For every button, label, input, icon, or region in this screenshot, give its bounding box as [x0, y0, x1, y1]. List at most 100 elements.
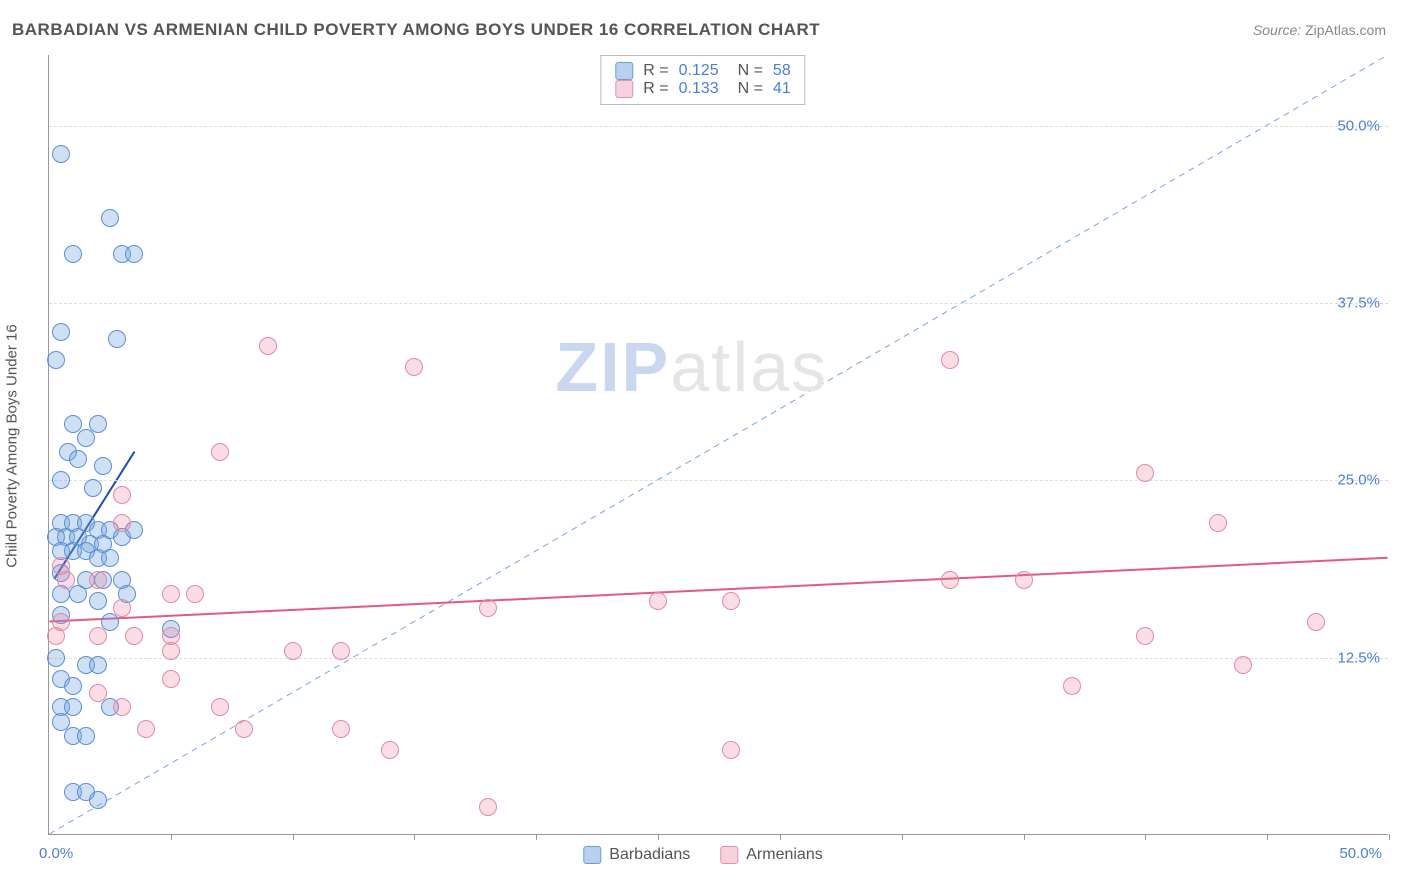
data-point	[101, 549, 119, 567]
legend-swatch	[720, 846, 738, 864]
x-axis-min-label: 0.0%	[39, 845, 73, 862]
x-tick	[536, 834, 537, 840]
x-tick	[414, 834, 415, 840]
y-tick-label: 12.5%	[1337, 649, 1380, 666]
data-point	[1015, 571, 1033, 589]
data-point	[479, 599, 497, 617]
data-point	[47, 351, 65, 369]
data-point	[89, 571, 107, 589]
data-point	[52, 145, 70, 163]
data-point	[259, 337, 277, 355]
trend-line	[49, 558, 1387, 622]
data-point	[89, 592, 107, 610]
source-label: Source:	[1253, 22, 1301, 38]
data-point	[64, 677, 82, 695]
x-tick	[902, 834, 903, 840]
data-point	[89, 791, 107, 809]
data-point	[479, 798, 497, 816]
data-point	[332, 642, 350, 660]
legend-item: Armenians	[720, 846, 822, 864]
watermark-part2: atlas	[670, 328, 828, 406]
legend-row: R = 0.133 N = 41	[615, 80, 790, 98]
data-point	[186, 585, 204, 603]
legend-n-label: N =	[729, 80, 763, 98]
x-tick	[1267, 834, 1268, 840]
correlation-legend: R = 0.125 N = 58 R = 0.133 N = 41	[600, 55, 805, 105]
data-point	[162, 670, 180, 688]
legend-r-label: R =	[643, 62, 668, 80]
data-point	[125, 245, 143, 263]
data-point	[77, 429, 95, 447]
data-point	[101, 613, 119, 631]
data-point	[69, 585, 87, 603]
data-point	[64, 245, 82, 263]
legend-series-name: Barbadians	[609, 846, 690, 864]
legend-r-label: R =	[643, 80, 668, 98]
data-point	[113, 599, 131, 617]
data-point	[113, 486, 131, 504]
gridline	[49, 658, 1388, 659]
data-point	[47, 649, 65, 667]
data-point	[941, 571, 959, 589]
chart-svg-layer	[49, 55, 1388, 834]
y-tick-label: 50.0%	[1337, 117, 1380, 134]
source-value: ZipAtlas.com	[1305, 22, 1386, 38]
diagonal-reference-line	[49, 55, 1387, 834]
legend-n-value: 41	[773, 80, 791, 98]
gridline	[49, 303, 1388, 304]
watermark-part1: ZIP	[555, 328, 670, 406]
data-point	[405, 358, 423, 376]
legend-row: R = 0.125 N = 58	[615, 62, 790, 80]
data-point	[137, 720, 155, 738]
x-tick	[171, 834, 172, 840]
data-point	[89, 627, 107, 645]
x-tick	[658, 834, 659, 840]
data-point	[941, 351, 959, 369]
data-point	[84, 479, 102, 497]
y-tick-label: 37.5%	[1337, 295, 1380, 312]
x-tick	[1145, 834, 1146, 840]
data-point	[52, 323, 70, 341]
x-tick	[1389, 834, 1390, 840]
legend-swatch	[615, 80, 633, 98]
watermark: ZIPatlas	[555, 327, 828, 407]
legend-series-name: Armenians	[746, 846, 822, 864]
data-point	[64, 698, 82, 716]
data-point	[162, 642, 180, 660]
legend-swatch	[615, 62, 633, 80]
data-point	[113, 698, 131, 716]
data-point	[1234, 656, 1252, 674]
data-point	[211, 698, 229, 716]
data-point	[722, 592, 740, 610]
data-point	[381, 741, 399, 759]
data-point	[52, 471, 70, 489]
data-point	[125, 627, 143, 645]
data-point	[284, 642, 302, 660]
legend-r-value: 0.133	[679, 80, 719, 98]
data-point	[101, 209, 119, 227]
data-point	[108, 330, 126, 348]
data-point	[47, 627, 65, 645]
gridline	[49, 480, 1388, 481]
y-tick-label: 25.0%	[1337, 472, 1380, 489]
x-axis-max-label: 50.0%	[1339, 845, 1382, 862]
data-point	[1209, 514, 1227, 532]
data-point	[89, 415, 107, 433]
data-point	[332, 720, 350, 738]
legend-swatch	[583, 846, 601, 864]
y-axis-label: Child Poverty Among Boys Under 16	[4, 324, 21, 567]
legend-n-label: N =	[729, 62, 763, 80]
data-point	[1136, 464, 1154, 482]
series-legend: Barbadians Armenians	[583, 846, 822, 864]
data-point	[1136, 627, 1154, 645]
source-attribution: Source: ZipAtlas.com	[1253, 22, 1386, 38]
data-point	[235, 720, 253, 738]
legend-r-value: 0.125	[679, 62, 719, 80]
data-point	[69, 450, 87, 468]
data-point	[113, 514, 131, 532]
x-tick	[1024, 834, 1025, 840]
data-point	[89, 684, 107, 702]
x-tick	[293, 834, 294, 840]
gridline	[49, 126, 1388, 127]
data-point	[57, 571, 75, 589]
